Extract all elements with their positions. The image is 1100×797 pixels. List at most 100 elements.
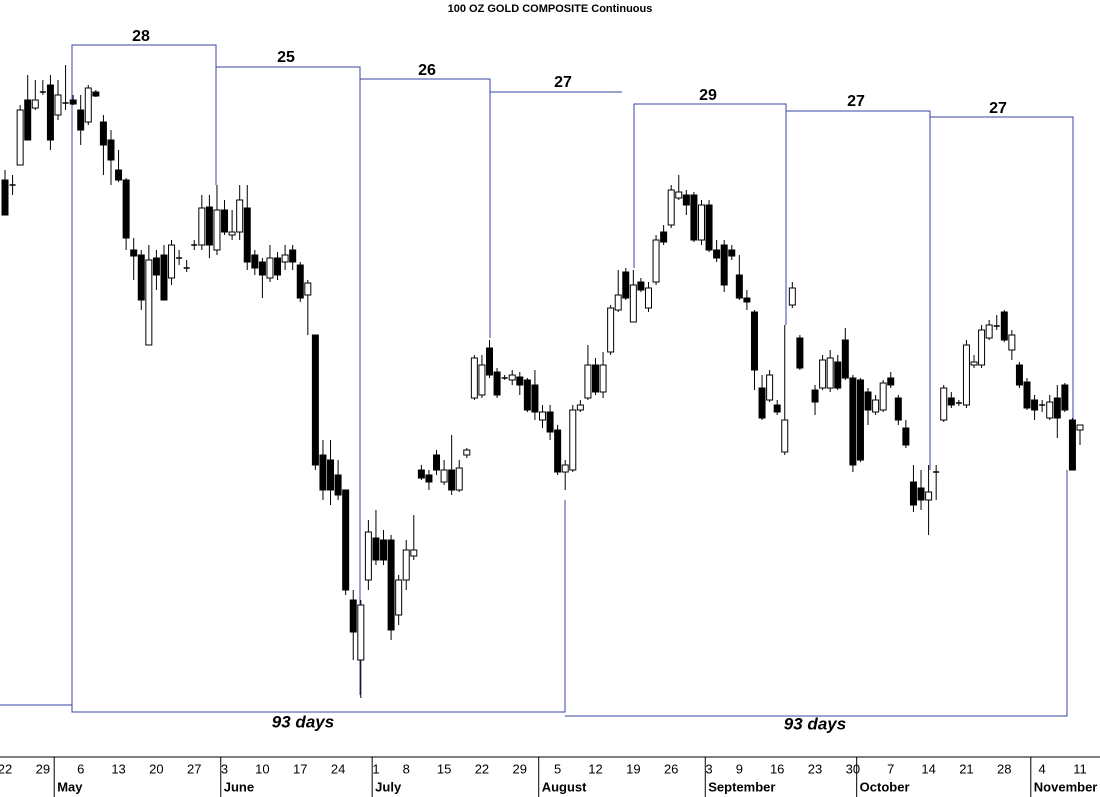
annotation: 93 days: [784, 714, 846, 733]
candle-body: [327, 459, 335, 491]
candle-body: [243, 207, 251, 263]
candle-body: [198, 207, 206, 246]
candle-body: [455, 467, 463, 491]
bracket: [216, 66, 361, 695]
x-tick-label: 21: [959, 761, 973, 776]
candle-body: [576, 404, 584, 411]
candle-body: [258, 261, 266, 276]
candle-body: [69, 99, 77, 105]
candle-body: [54, 94, 62, 116]
x-tick-label: 7: [887, 761, 894, 776]
candle-body: [962, 344, 970, 406]
candle-body: [591, 364, 599, 393]
candle-body: [697, 204, 705, 241]
candle-body: [99, 121, 107, 146]
bracket: [71, 44, 217, 712]
candle-body: [599, 364, 607, 393]
candle-body: [652, 239, 660, 283]
candle-body: [425, 474, 433, 483]
candle-body: [281, 254, 289, 263]
x-tick-label: 11: [1073, 761, 1087, 776]
candle-body: [205, 206, 213, 246]
candle-body: [743, 297, 751, 303]
candle-body: [713, 249, 721, 259]
candle-body: [122, 179, 130, 239]
candle-body: [728, 249, 736, 257]
candle-body: [349, 599, 357, 633]
x-tick-label: 23: [808, 761, 822, 776]
candle-body: [296, 264, 304, 299]
candle-body: [516, 376, 524, 386]
candle-body: [629, 284, 637, 323]
candle-body: [834, 361, 842, 389]
candle-body: [115, 169, 123, 181]
candle-body: [902, 427, 910, 446]
cycle-length: 27: [989, 100, 1007, 117]
candle-body: [266, 257, 274, 279]
candle-body: [811, 389, 819, 403]
candle-body: [221, 209, 229, 233]
candle-body: [660, 231, 668, 243]
x-tick-label: 28: [997, 761, 1011, 776]
candle-body: [947, 397, 955, 406]
month-label: August: [542, 779, 587, 794]
bracket: [633, 103, 787, 325]
x-tick-label: 6: [77, 761, 84, 776]
bracket: [0, 500, 566, 713]
candle-body: [796, 337, 804, 369]
month-label: July: [375, 779, 402, 794]
candle-body: [289, 249, 297, 263]
annotation: 93 days: [272, 712, 334, 731]
candle-body: [304, 282, 312, 296]
bracket: [360, 78, 491, 338]
candle-body: [311, 334, 319, 466]
candle-body: [1, 179, 9, 216]
month-label: November: [1034, 779, 1098, 794]
candle-body: [152, 257, 160, 276]
bracket: [786, 110, 931, 470]
candle-body: [130, 249, 138, 257]
month-label: October: [860, 779, 910, 794]
candle-body: [766, 374, 774, 401]
month-label: June: [224, 779, 254, 794]
candle-body: [433, 454, 441, 471]
candle-body: [735, 274, 743, 299]
candle-body: [546, 411, 554, 433]
x-tick-label: 16: [770, 761, 784, 776]
candle-body: [145, 259, 153, 346]
candle-body: [864, 391, 872, 411]
candle-body: [872, 399, 880, 413]
cycle-length: 27: [554, 74, 572, 91]
x-tick-label: 3: [705, 761, 712, 776]
candle-body: [1008, 334, 1016, 351]
candle-body: [788, 287, 796, 306]
x-tick-label: 26: [664, 761, 678, 776]
candle-body: [387, 539, 395, 631]
candle-body: [137, 254, 145, 301]
candle-body: [1000, 311, 1008, 341]
candle-body: [667, 189, 675, 226]
cycle-length: 27: [847, 93, 865, 110]
candle-body: [841, 339, 849, 379]
candle-body: [236, 199, 244, 233]
candle-body: [909, 481, 917, 506]
candle-body: [894, 397, 902, 421]
x-tick-label: 30: [846, 761, 860, 776]
candle-body: [372, 537, 380, 561]
candle-body: [251, 254, 259, 269]
candle-body: [925, 491, 933, 501]
candle-body: [508, 374, 516, 381]
candle-body: [228, 231, 236, 236]
candle-body: [758, 387, 766, 419]
candle-body: [879, 382, 887, 411]
candle-body: [720, 244, 728, 286]
candle-body: [1061, 384, 1069, 411]
candle-body: [410, 549, 418, 557]
x-tick-label: 14: [921, 761, 935, 776]
candle-body: [486, 347, 494, 376]
candle-body: [470, 357, 478, 399]
chart-title: 100 OZ GOLD COMPOSITE Continuous: [448, 3, 653, 15]
x-tick-label: 9: [736, 761, 743, 776]
candle-body: [826, 357, 834, 389]
